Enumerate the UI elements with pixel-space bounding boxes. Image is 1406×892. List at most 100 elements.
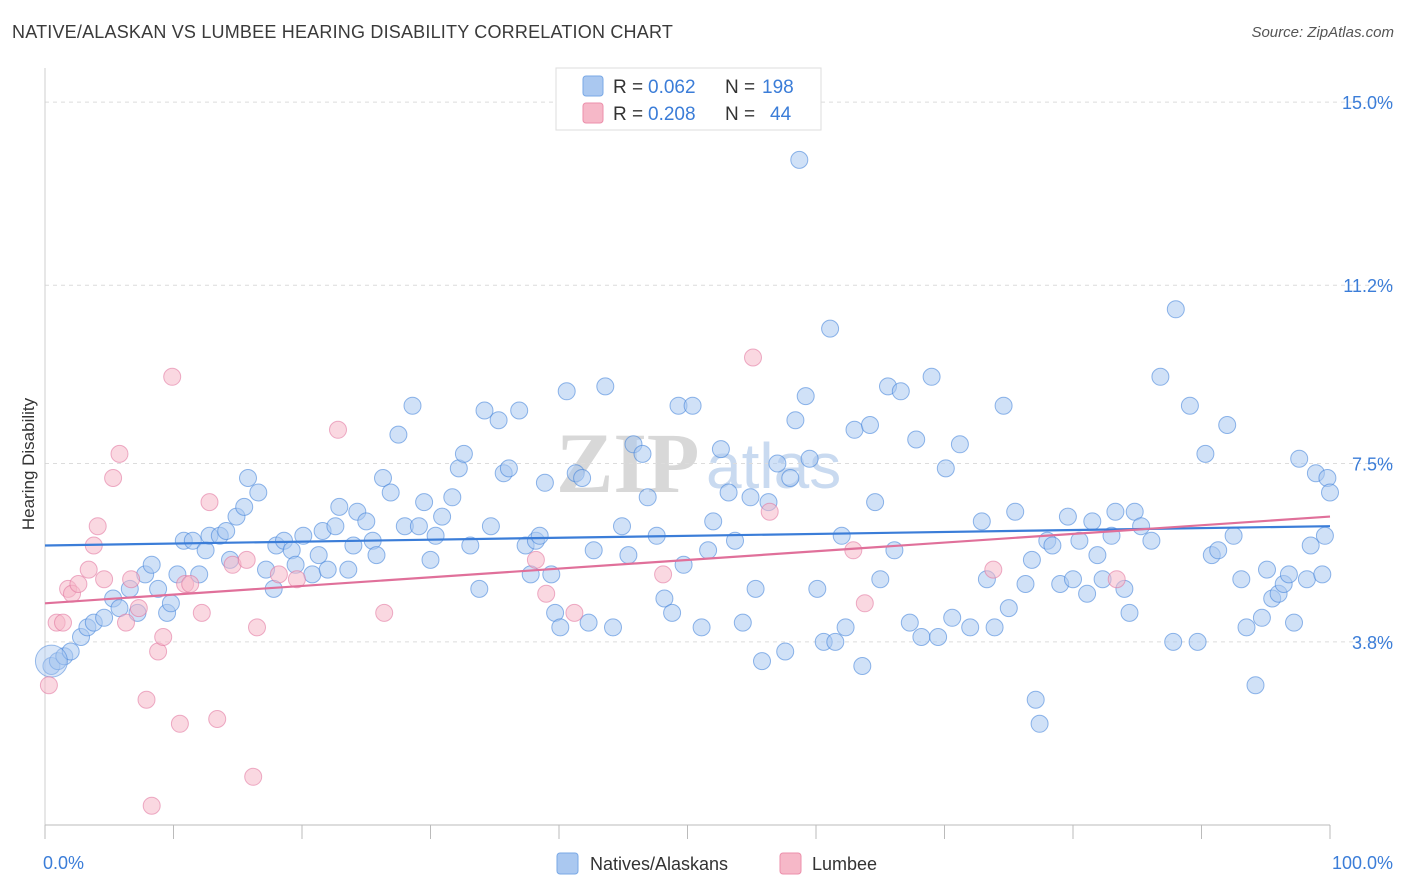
natives-point-7 [95, 608, 114, 627]
natives-point-186 [1301, 536, 1320, 555]
natives-point-169 [1196, 444, 1215, 463]
natives-point-188 [1313, 565, 1332, 584]
lumbee-point-38 [744, 348, 762, 367]
natives-point-121 [853, 657, 872, 675]
natives-point-140 [994, 396, 1013, 415]
lumbee-point-25 [208, 710, 227, 728]
legend-r-value-lumbee: 0.208 [648, 104, 696, 125]
natives-point-69 [510, 401, 529, 420]
natives-point-27 [235, 497, 254, 516]
lumbee-point-39 [760, 502, 779, 521]
natives-point-117 [826, 632, 845, 651]
lumbee-point-29 [248, 618, 266, 637]
lumbee-point-36 [565, 603, 584, 622]
natives-point-46 [357, 512, 376, 531]
natives-point-154 [1083, 512, 1102, 531]
lumbee-point-16 [142, 796, 161, 815]
natives-point-139 [985, 618, 1004, 637]
natives-point-98 [704, 512, 723, 531]
natives-point-150 [1058, 507, 1077, 526]
lumbee-point-27 [237, 550, 256, 569]
natives-point-128 [900, 613, 919, 632]
natives-point-99 [711, 440, 730, 459]
bottom-legend-swatch-lumbee [779, 852, 802, 875]
natives-point-145 [1026, 690, 1045, 709]
lumbee-point-41 [855, 594, 874, 613]
y-tick-label-1: 7.5% [1352, 455, 1393, 475]
natives-point-42 [330, 497, 349, 516]
natives-point-127 [891, 382, 910, 401]
natives-point-36 [294, 526, 313, 545]
legend-n-label-natives: N = [725, 77, 755, 98]
natives-point-57 [426, 526, 445, 545]
natives-point-85 [613, 517, 631, 536]
watermark-zip: ZIP [556, 415, 699, 511]
natives-point-103 [741, 488, 760, 507]
natives-point-124 [871, 570, 890, 589]
natives-point-13 [142, 555, 161, 574]
natives-point-136 [961, 618, 980, 637]
natives-point-50 [381, 483, 400, 502]
natives-point-100 [719, 483, 738, 502]
lumbee-point-14 [129, 599, 148, 618]
lumbee-points [39, 348, 1126, 815]
natives-point-43 [339, 560, 358, 579]
natives-point-66 [489, 411, 508, 430]
lumbee-point-34 [526, 550, 545, 569]
natives-point-82 [584, 541, 603, 560]
natives-point-182 [1279, 565, 1298, 584]
natives-point-51 [389, 425, 408, 444]
y-tick-label-0: 3.8% [1352, 633, 1393, 653]
legend-n-label-lumbee: N = [725, 104, 755, 125]
lumbee-point-8 [88, 517, 107, 536]
lumbee-point-15 [137, 690, 156, 709]
lumbee-point-35 [537, 584, 556, 603]
lumbee-point-6 [79, 560, 98, 579]
natives-point-123 [866, 493, 885, 512]
natives-point-63 [470, 579, 489, 598]
natives-point-cluster [34, 644, 68, 678]
natives-point-164 [1151, 367, 1170, 386]
source-credit: Source: ZipAtlas.com [1251, 24, 1394, 41]
natives-point-58 [433, 507, 452, 526]
natives-point-89 [638, 488, 657, 507]
bottom-legend-label-lumbee: Lumbee [812, 854, 877, 874]
lumbee-point-31 [287, 570, 306, 589]
lumbee-point-13 [122, 570, 141, 589]
natives-point-148 [1043, 536, 1062, 555]
natives-point-62 [461, 536, 480, 555]
natives-point-54 [409, 517, 428, 536]
x-tick-label-1: 100.0% [1332, 853, 1393, 873]
natives-point-113 [800, 449, 819, 468]
natives-point-189 [1315, 526, 1334, 545]
natives-point-177 [1252, 608, 1271, 627]
lumbee-point-33 [375, 603, 394, 622]
lumbee-point-5 [69, 575, 88, 593]
natives-point-110 [786, 411, 805, 430]
natives-point-172 [1218, 416, 1237, 434]
natives-point-16 [161, 594, 180, 613]
natives-point-175 [1237, 618, 1256, 637]
natives-point-97 [699, 541, 718, 560]
lumbee-point-20 [170, 714, 189, 733]
natives-point-86 [619, 546, 638, 565]
tick-labels: 3.8% 7.5% 11.2% 15.0% 0.0% 100.0% [43, 93, 1393, 873]
legend-n-value-lumbee: 44 [770, 104, 792, 125]
natives-point-68 [499, 459, 518, 478]
lumbee-point-19 [163, 367, 182, 386]
lumbee-point-23 [192, 603, 211, 622]
natives-point-155 [1088, 546, 1107, 565]
natives-point-14 [149, 579, 168, 598]
lumbee-point-10 [104, 469, 123, 487]
trend-lines [44, 515, 1331, 605]
natives-points [34, 150, 1339, 733]
natives-point-144 [1022, 550, 1041, 569]
natives-point-191 [1321, 483, 1339, 502]
natives-point-178 [1258, 560, 1276, 579]
natives-point-133 [936, 459, 955, 478]
natives-point-137 [972, 512, 991, 531]
natives-point-40 [318, 560, 337, 579]
natives-point-185 [1297, 570, 1316, 589]
natives-point-120 [845, 420, 864, 439]
natives-point-163 [1142, 531, 1161, 550]
